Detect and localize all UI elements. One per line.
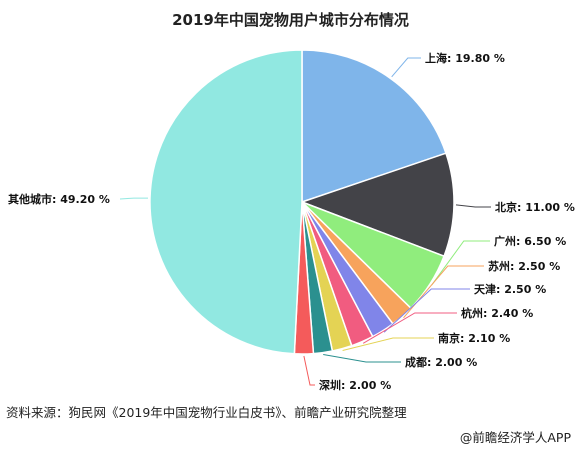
label-connector-5 (362, 312, 457, 344)
label-connector-4 (383, 288, 470, 333)
data-label-5: 杭州: 2.40 % (461, 306, 533, 320)
data-label-3: 苏州: 2.50 % (488, 259, 560, 273)
label-connector-6 (342, 337, 434, 351)
pie-slice-0 (301, 49, 447, 204)
pie-slice-9 (149, 49, 303, 355)
label-connector-0 (391, 57, 421, 78)
chart-title: 2019年中国宠物用户城市分布情况 (172, 11, 409, 29)
data-label-7: 成都: 2.00 % (405, 355, 477, 369)
data-label-2: 广州: 6.50 % (494, 234, 566, 248)
pie-slice-1 (299, 152, 455, 258)
data-label-9: 其他城市: 49.20 % (8, 192, 110, 206)
label-connector-7 (323, 354, 401, 363)
data-label-6: 南京: 2.10 % (438, 331, 510, 345)
label-connector-2 (431, 240, 490, 286)
watermark: @前瞻经济学人APP (459, 430, 571, 445)
label-connector-8 (303, 355, 315, 386)
data-label-1: 北京: 11.00 % (495, 200, 575, 214)
data-label-8: 深圳: 2.00 % (319, 378, 391, 392)
label-connector-1 (455, 204, 491, 208)
data-label-0: 上海: 19.80 % (425, 51, 505, 65)
pie-chart: 上海: 19.80 % 北京: 11.00 % 广州: 6.50 % 苏州: 2.50… (8, 49, 575, 392)
source-note: 资料来源：狗民网《2019年中国宠物行业白皮书》、前瞻产业研究院整理 (6, 405, 407, 420)
data-label-4: 天津: 2.50 % (474, 282, 546, 296)
label-connector-9 (119, 197, 148, 200)
